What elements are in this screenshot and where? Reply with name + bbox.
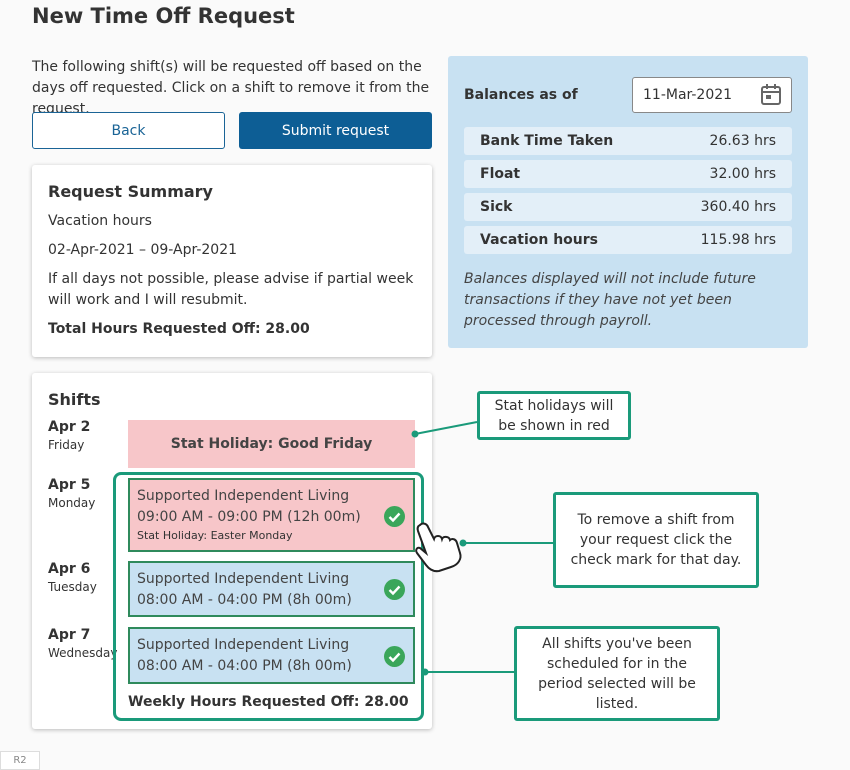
date-value: 11-Mar-2021 (643, 87, 733, 103)
shifts-title: Shifts (48, 390, 101, 409)
balance-label: Vacation hours (480, 232, 599, 248)
summary-title: Request Summary (48, 182, 213, 201)
day-label: Apr 2 Friday (48, 418, 90, 454)
weekly-total: Weekly Hours Requested Off: 28.00 (128, 694, 409, 710)
submit-button[interactable]: Submit request (239, 112, 432, 149)
day-date: Apr 5 (48, 477, 91, 493)
shift-item[interactable]: Supported Independent Living 08:00 AM - … (128, 561, 415, 617)
summary-total: Total Hours Requested Off: 28.00 (48, 321, 310, 337)
day-weekday: Tuesday (48, 580, 97, 594)
shift-item[interactable]: Supported Independent Living 08:00 AM - … (128, 627, 415, 684)
balance-value: 26.63 hrs (709, 133, 776, 149)
callout: All shifts you've been scheduled for in … (514, 626, 720, 721)
balance-label: Bank Time Taken (480, 133, 614, 149)
intro-text: The following shift(s) will be requested… (32, 59, 430, 117)
balances-footnote: Balances displayed will not include futu… (464, 271, 756, 329)
day-date: Apr 7 (48, 627, 91, 643)
shift-name: Supported Independent Living (137, 637, 350, 653)
back-button[interactable]: Back (32, 112, 225, 149)
day-weekday: Wednesday (48, 646, 118, 660)
balance-label: Float (480, 166, 521, 182)
summary-card: Request Summary Vacation hours 02-Apr-20… (32, 165, 432, 357)
shift-time: 08:00 AM - 04:00 PM (8h 00m) (137, 592, 352, 608)
footer-tag: R2 (0, 751, 40, 770)
balance-row: Float 32.00 hrs (464, 160, 792, 188)
balance-row: Sick 360.40 hrs (464, 193, 792, 221)
balance-value: 32.00 hrs (709, 166, 776, 182)
balance-row: Vacation hours 115.98 hrs (464, 226, 792, 254)
callout: To remove a shift from your request clic… (553, 492, 759, 588)
summary-type: Vacation hours (48, 213, 152, 229)
shift-note: Stat Holiday: Easter Monday (137, 529, 293, 542)
page-title: New Time Off Request (32, 4, 295, 28)
day-label: Apr 5 Monday (48, 476, 95, 512)
shift-time: 08:00 AM - 04:00 PM (8h 00m) (137, 658, 352, 674)
stat-holiday-bar: Stat Holiday: Good Friday (128, 420, 415, 468)
shift-name: Supported Independent Living (137, 488, 350, 504)
connector-dot (459, 539, 467, 547)
calendar-icon (761, 84, 781, 105)
check-button[interactable] (384, 646, 405, 667)
shift-item[interactable]: Supported Independent Living 09:00 AM - … (128, 478, 415, 552)
day-label: Apr 6 Tuesday (48, 560, 97, 596)
balance-value: 115.98 hrs (700, 232, 776, 248)
balances-label: Balances as of (464, 87, 578, 103)
check-button[interactable] (384, 579, 405, 600)
day-weekday: Monday (48, 496, 96, 510)
day-weekday: Friday (48, 438, 85, 452)
shift-name: Supported Independent Living (137, 571, 350, 587)
check-button[interactable] (384, 506, 405, 527)
day-label: Apr 7 Wednesday (48, 626, 117, 662)
balance-value: 360.40 hrs (700, 199, 776, 215)
shift-time: 09:00 AM - 09:00 PM (12h 00m) (137, 509, 361, 525)
day-date: Apr 2 (48, 419, 91, 435)
balance-row: Bank Time Taken 26.63 hrs (464, 127, 792, 155)
date-input[interactable]: 11-Mar-2021 (632, 77, 792, 113)
balance-label: Sick (480, 199, 513, 215)
highlight-outline (113, 472, 424, 721)
summary-dates: 02-Apr-2021 – 09-Apr-2021 (48, 242, 238, 258)
day-date: Apr 6 (48, 561, 91, 577)
callout: Stat holidays will be shown in red (477, 391, 631, 440)
summary-note: If all days not possible, please advise … (48, 271, 414, 308)
